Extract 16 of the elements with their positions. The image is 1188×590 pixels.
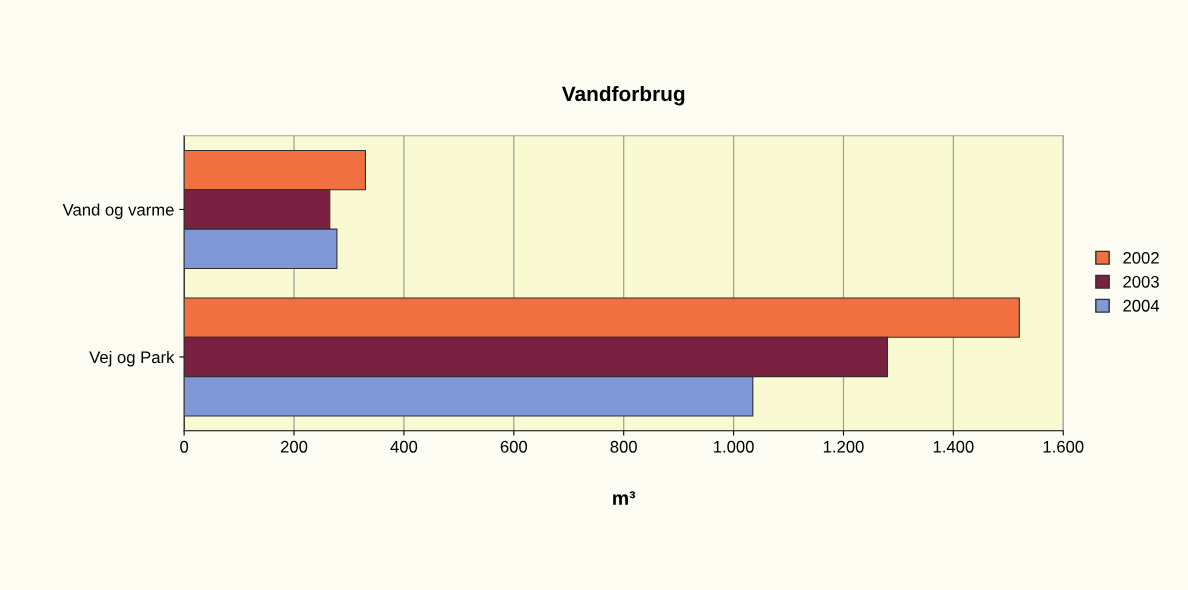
chart-title: Vandforbrug (561, 85, 685, 106)
y-tick-label: Vej og Park (89, 350, 175, 367)
y-tick-label: Vand og varme (62, 203, 174, 219)
x-tick-label: 400 (390, 440, 418, 453)
x-axis-title: m³ (613, 491, 636, 505)
legend-label: 2004 (1123, 299, 1160, 312)
x-tick-label: 200 (280, 440, 308, 453)
legend-label: 2002 (1123, 251, 1159, 264)
x-tick-label: 0 (180, 440, 189, 453)
x-tick-label: 1.200 (823, 440, 864, 453)
legend-label: 2003 (1123, 275, 1159, 288)
x-tick-label: 1.000 (714, 440, 754, 453)
x-tick-label: 600 (500, 440, 528, 453)
x-tick-label: 1.600 (1043, 440, 1084, 453)
x-tick-label: 800 (610, 440, 637, 453)
x-tick-label: 1.400 (933, 440, 974, 453)
